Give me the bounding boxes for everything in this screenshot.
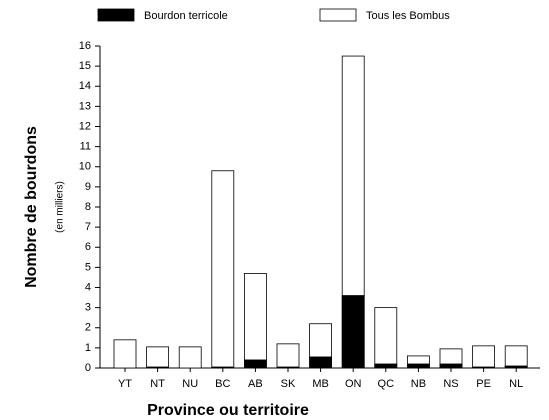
bar <box>211 170 235 369</box>
x-tick-label: NL <box>509 378 523 390</box>
bar <box>504 345 528 369</box>
bar <box>472 345 496 369</box>
bar <box>146 366 170 369</box>
y-tick-label: 15 <box>79 60 91 72</box>
y-tick-label: 13 <box>79 100 91 112</box>
bar <box>276 343 300 369</box>
x-tick-label: YT <box>118 378 132 390</box>
bar <box>374 307 398 369</box>
bar <box>309 356 333 369</box>
y-tick-label: 5 <box>85 261 91 273</box>
y-axis-label: Nombre de bourdons <box>23 126 40 288</box>
bar <box>504 365 528 369</box>
bar <box>178 346 202 369</box>
bar <box>406 363 430 369</box>
y-tick-label: 14 <box>79 80 91 92</box>
y-tick-label: 9 <box>85 181 91 193</box>
legend-swatch <box>97 8 135 22</box>
y-tick-label: 10 <box>79 161 91 173</box>
y-tick-label: 0 <box>85 362 91 374</box>
x-tick-label: BC <box>215 378 230 390</box>
bar <box>341 295 365 369</box>
bar <box>472 366 496 369</box>
y-tick-label: 6 <box>85 241 91 253</box>
bar <box>374 363 398 369</box>
x-tick-label: NU <box>182 378 198 390</box>
bar <box>243 359 267 369</box>
y-tick-label: 16 <box>79 40 91 52</box>
y-tick-label: 3 <box>85 302 91 314</box>
legend-label: Tous les Bombus <box>366 10 450 22</box>
legend-swatch <box>319 8 357 22</box>
y-tick-label: 12 <box>79 120 91 132</box>
legend-label: Bourdon terricole <box>144 10 228 22</box>
y-tick-label: 2 <box>85 322 91 334</box>
x-tick-label: ON <box>345 378 362 390</box>
y-tick-label: 7 <box>85 221 91 233</box>
bar <box>146 346 170 369</box>
bar <box>211 366 235 369</box>
x-tick-label: NB <box>411 378 426 390</box>
x-tick-label: NT <box>150 378 165 390</box>
bar <box>243 273 267 369</box>
x-tick-label: SK <box>281 378 296 390</box>
y-axis-sublabel: (en milliers) <box>55 181 66 233</box>
x-tick-label: AB <box>248 378 263 390</box>
x-tick-label: NS <box>443 378 458 390</box>
bar <box>276 366 300 369</box>
x-tick-label: MB <box>312 378 329 390</box>
x-tick-label: QC <box>378 378 395 390</box>
bar <box>439 363 463 369</box>
bar <box>113 339 137 369</box>
y-tick-label: 4 <box>85 281 91 293</box>
y-tick-label: 8 <box>85 201 91 213</box>
y-tick-label: 11 <box>80 141 91 153</box>
y-tick-label: 1 <box>85 342 91 354</box>
x-axis-label: Province ou territoire <box>147 402 309 419</box>
x-tick-label: PE <box>476 378 491 390</box>
